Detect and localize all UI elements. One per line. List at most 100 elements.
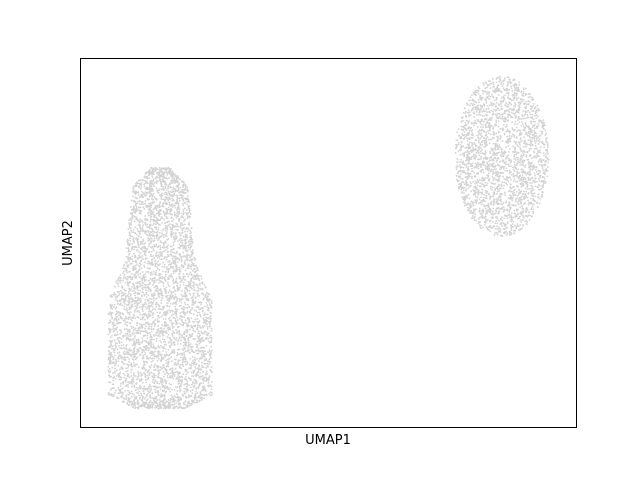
scatter-point — [145, 381, 147, 384]
scatter-point — [189, 259, 191, 262]
scatter-point — [149, 339, 152, 342]
scatter-point — [204, 390, 207, 392]
scatter-point — [139, 263, 142, 266]
scatter-point — [206, 370, 208, 373]
scatter-point — [193, 282, 196, 285]
scatter-point — [141, 357, 144, 360]
scatter-point — [141, 398, 144, 401]
scatter-point — [153, 355, 156, 358]
scatter-point — [136, 356, 139, 358]
scatter-point — [199, 393, 202, 395]
scatter-point — [150, 371, 153, 374]
scatter-point — [150, 328, 153, 330]
scatter-point — [145, 296, 148, 298]
scatter-point — [156, 359, 159, 362]
scatter-point — [132, 240, 135, 243]
scatter-point — [170, 235, 173, 238]
scatter-point — [143, 264, 145, 267]
scatter-point — [111, 321, 114, 324]
scatter-point — [164, 222, 167, 224]
scatter-point — [143, 294, 146, 297]
scatter-point — [169, 375, 172, 377]
scatter-point — [125, 398, 128, 401]
scatter-point — [183, 341, 186, 344]
scatter-point — [154, 254, 157, 257]
scatter-point — [182, 210, 185, 213]
scatter-point — [179, 190, 182, 193]
scatter-point — [164, 275, 167, 278]
scatter-point — [122, 319, 125, 322]
scatter-point — [186, 288, 189, 291]
scatter-point — [158, 188, 161, 191]
scatter-point — [111, 345, 114, 347]
scatter-point — [160, 344, 162, 347]
scatter-point — [181, 241, 184, 244]
scatter-point — [201, 361, 203, 364]
scatter-point — [143, 349, 146, 352]
scatter-point — [157, 325, 160, 328]
scatter-point — [114, 295, 117, 298]
scatter-point — [180, 378, 183, 381]
scatter-point — [205, 337, 208, 339]
scatter-point — [184, 187, 187, 190]
scatter-point — [173, 352, 175, 355]
scatter-point — [168, 196, 171, 199]
scatter-point — [210, 349, 213, 352]
scatter-point — [140, 181, 143, 184]
scatter-point — [165, 331, 167, 334]
scatter-point — [158, 382, 161, 385]
scatter-point — [108, 351, 111, 354]
scatter-point — [184, 368, 187, 371]
scatter-point — [182, 305, 185, 308]
scatter-point — [110, 293, 113, 296]
scatter-point — [165, 351, 167, 353]
scatter-point — [179, 402, 182, 405]
scatter-point — [163, 181, 165, 184]
scatter-point — [196, 273, 198, 276]
scatter-point — [130, 229, 133, 232]
scatter-point — [201, 349, 203, 352]
scatter-point — [170, 230, 173, 233]
scatter-point — [167, 186, 170, 189]
scatter-point — [120, 341, 123, 344]
scatter-point — [151, 401, 154, 404]
scatter-point — [199, 397, 202, 399]
scatter-point — [140, 267, 143, 270]
scatter-point — [169, 210, 172, 213]
scatter-point — [167, 208, 170, 211]
scatter-point — [182, 235, 185, 238]
scatter-point — [150, 218, 153, 221]
scatter-point — [144, 202, 147, 205]
scatter-point — [124, 334, 127, 337]
scatter-point — [133, 365, 136, 368]
scatter-point — [157, 245, 160, 247]
scatter-point — [170, 344, 173, 346]
scatter-point — [159, 245, 161, 247]
scatter-point — [178, 208, 181, 210]
scatter-point — [194, 300, 197, 303]
scatter-point — [196, 324, 199, 327]
scatter-point — [207, 292, 210, 295]
scatter-point — [156, 180, 159, 183]
scatter-point — [124, 389, 127, 392]
scatter-point — [144, 305, 147, 308]
scatter-point — [115, 319, 118, 321]
scatter-point — [161, 255, 164, 257]
scatter-point — [187, 212, 190, 214]
scatter-point — [484, 98, 486, 101]
scatter-point — [159, 194, 161, 197]
scatter-point — [125, 247, 128, 250]
scatter-point — [184, 342, 187, 345]
scatter-point — [170, 174, 173, 177]
scatter-point — [141, 340, 144, 342]
scatter-point — [116, 282, 119, 285]
scatter-point — [152, 220, 155, 223]
scatter-point — [136, 302, 139, 305]
scatter-point — [128, 348, 131, 350]
scatter-point — [168, 285, 171, 288]
scatter-point — [137, 243, 140, 246]
scatter-point — [193, 401, 196, 404]
scatter-point — [138, 322, 141, 325]
scatter-point — [165, 177, 168, 180]
